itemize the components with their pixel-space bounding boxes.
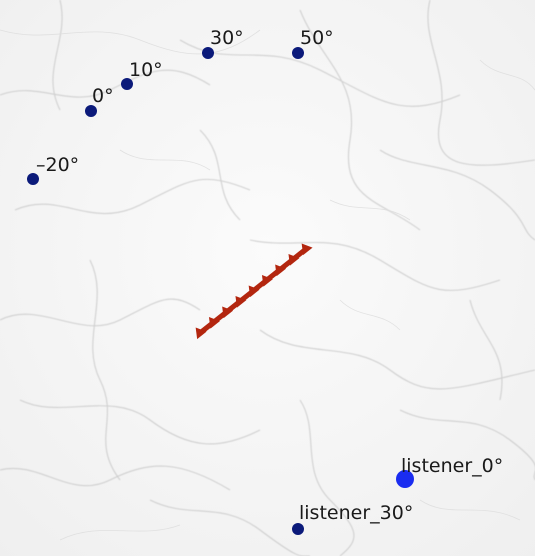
listener-30-label: listener_30°	[299, 502, 413, 524]
array-element-2[interactable]	[204, 313, 220, 329]
array-element-5[interactable]	[244, 282, 260, 298]
listener-30[interactable]: listener_30°	[292, 502, 413, 535]
source-minus20-label: –20°	[36, 154, 79, 176]
source-0[interactable]: 0°	[85, 85, 114, 117]
array-element-9[interactable]	[297, 240, 313, 256]
source-50-dot[interactable]	[292, 47, 304, 59]
listener-0-dot[interactable]	[396, 470, 414, 488]
source-10[interactable]: 10°	[121, 59, 163, 90]
source-30-label: 30°	[210, 27, 244, 49]
source-group: –20° 0° 10° 30° 50°	[27, 27, 334, 185]
source-minus20[interactable]: –20°	[27, 154, 79, 185]
listener-0[interactable]: listener_0°	[396, 455, 503, 488]
source-50-label: 50°	[300, 27, 334, 49]
source-0-dot[interactable]	[85, 105, 97, 117]
marble-veins-faint	[0, 29, 535, 541]
source-30-dot[interactable]	[202, 47, 214, 59]
source-10-dot[interactable]	[121, 78, 133, 90]
listener-30-dot[interactable]	[292, 523, 304, 535]
listener-group: listener_0° listener_30°	[292, 455, 503, 535]
source-0-label: 0°	[92, 85, 114, 107]
listener-0-label: listener_0°	[401, 455, 503, 477]
source-50[interactable]: 50°	[292, 27, 334, 59]
array-element-3[interactable]	[217, 303, 234, 319]
array-element-8[interactable]	[284, 250, 300, 266]
source-30[interactable]: 30°	[202, 27, 244, 59]
source-10-label: 10°	[129, 59, 163, 81]
speaker-array	[191, 240, 313, 340]
source-minus20-dot[interactable]	[27, 173, 39, 185]
array-element-6[interactable]	[257, 271, 273, 287]
array-element-7[interactable]	[270, 261, 287, 277]
array-element-1[interactable]	[191, 324, 207, 340]
array-element-4[interactable]	[231, 292, 247, 308]
